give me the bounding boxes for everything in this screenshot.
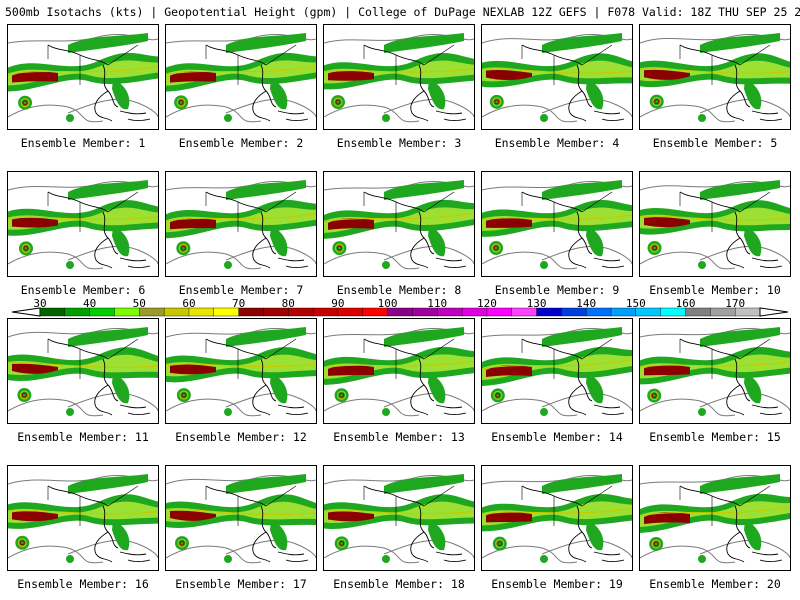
isotach-colorbar: [11, 307, 789, 317]
page-title: 500mb Isotachs (kts) | Geopotential Heig…: [5, 5, 800, 19]
ensemble-member-label: Ensemble Member: 3: [336, 136, 462, 150]
ensemble-map-panel: [323, 465, 475, 571]
ensemble-member-label: Ensemble Member: 4: [494, 136, 620, 150]
colorbar-tick-label: 170: [725, 297, 746, 310]
ensemble-map-panel: [165, 465, 317, 571]
colorbar-tick-label: 80: [281, 297, 295, 310]
colorbar-tick-label: 100: [377, 297, 398, 310]
colorbar-tick-label: 90: [331, 297, 345, 310]
ensemble-map-panel: [323, 24, 475, 130]
ensemble-map-panel: [323, 318, 475, 424]
colorbar-tick-label: 140: [576, 297, 597, 310]
ensemble-member-label: Ensemble Member: 13: [333, 430, 465, 444]
ensemble-map-panel: [639, 171, 791, 277]
ensemble-member-label: Ensemble Member: 10: [649, 283, 781, 297]
ensemble-map-panel: [481, 465, 633, 571]
ensemble-member-label: Ensemble Member: 1: [20, 136, 146, 150]
colorbar-tick-label: 110: [427, 297, 448, 310]
ensemble-map-panel: [7, 318, 159, 424]
ensemble-member-label: Ensemble Member: 12: [175, 430, 307, 444]
ensemble-map-panel: [639, 318, 791, 424]
ensemble-member-label: Ensemble Member: 5: [652, 136, 778, 150]
ensemble-map-panel: [165, 318, 317, 424]
colorbar-tick-label: 70: [231, 297, 246, 310]
colorbar-tick-label: 50: [132, 297, 146, 310]
colorbar-tick-label: 150: [625, 297, 646, 310]
colorbar-tick-label: 60: [182, 297, 196, 310]
ensemble-map-panel: [481, 171, 633, 277]
ensemble-map-panel: [7, 24, 159, 130]
colorbar-tick-label: 160: [675, 297, 696, 310]
ensemble-member-label: Ensemble Member: 20: [649, 577, 781, 591]
ensemble-member-label: Ensemble Member: 6: [20, 283, 146, 297]
ensemble-member-label: Ensemble Member: 14: [491, 430, 623, 444]
ensemble-map-panel: [7, 465, 159, 571]
colorbar-tick-label: 40: [83, 297, 97, 310]
ensemble-member-label: Ensemble Member: 18: [333, 577, 465, 591]
ensemble-member-label: Ensemble Member: 17: [175, 577, 307, 591]
ensemble-member-label: Ensemble Member: 7: [178, 283, 304, 297]
ensemble-member-label: Ensemble Member: 2: [178, 136, 304, 150]
ensemble-map-panel: [481, 24, 633, 130]
colorbar-tick-label: 30: [33, 297, 47, 310]
ensemble-map-panel: [165, 24, 317, 130]
ensemble-map-panel: [323, 171, 475, 277]
colorbar-tick-label: 130: [526, 297, 547, 310]
ensemble-member-label: Ensemble Member: 15: [649, 430, 781, 444]
ensemble-member-label: Ensemble Member: 9: [494, 283, 620, 297]
ensemble-member-label: Ensemble Member: 19: [491, 577, 623, 591]
ensemble-member-label: Ensemble Member: 16: [17, 577, 149, 591]
ensemble-member-label: Ensemble Member: 11: [17, 430, 149, 444]
ensemble-map-panel: [639, 465, 791, 571]
colorbar-tick-label: 120: [476, 297, 497, 310]
colorbar-right-arrow: [759, 307, 789, 317]
ensemble-member-label: Ensemble Member: 8: [336, 283, 462, 297]
ensemble-map-panel: [481, 318, 633, 424]
ensemble-map-panel: [639, 24, 791, 130]
ensemble-map-panel: [165, 171, 317, 277]
ensemble-map-panel: [7, 171, 159, 277]
